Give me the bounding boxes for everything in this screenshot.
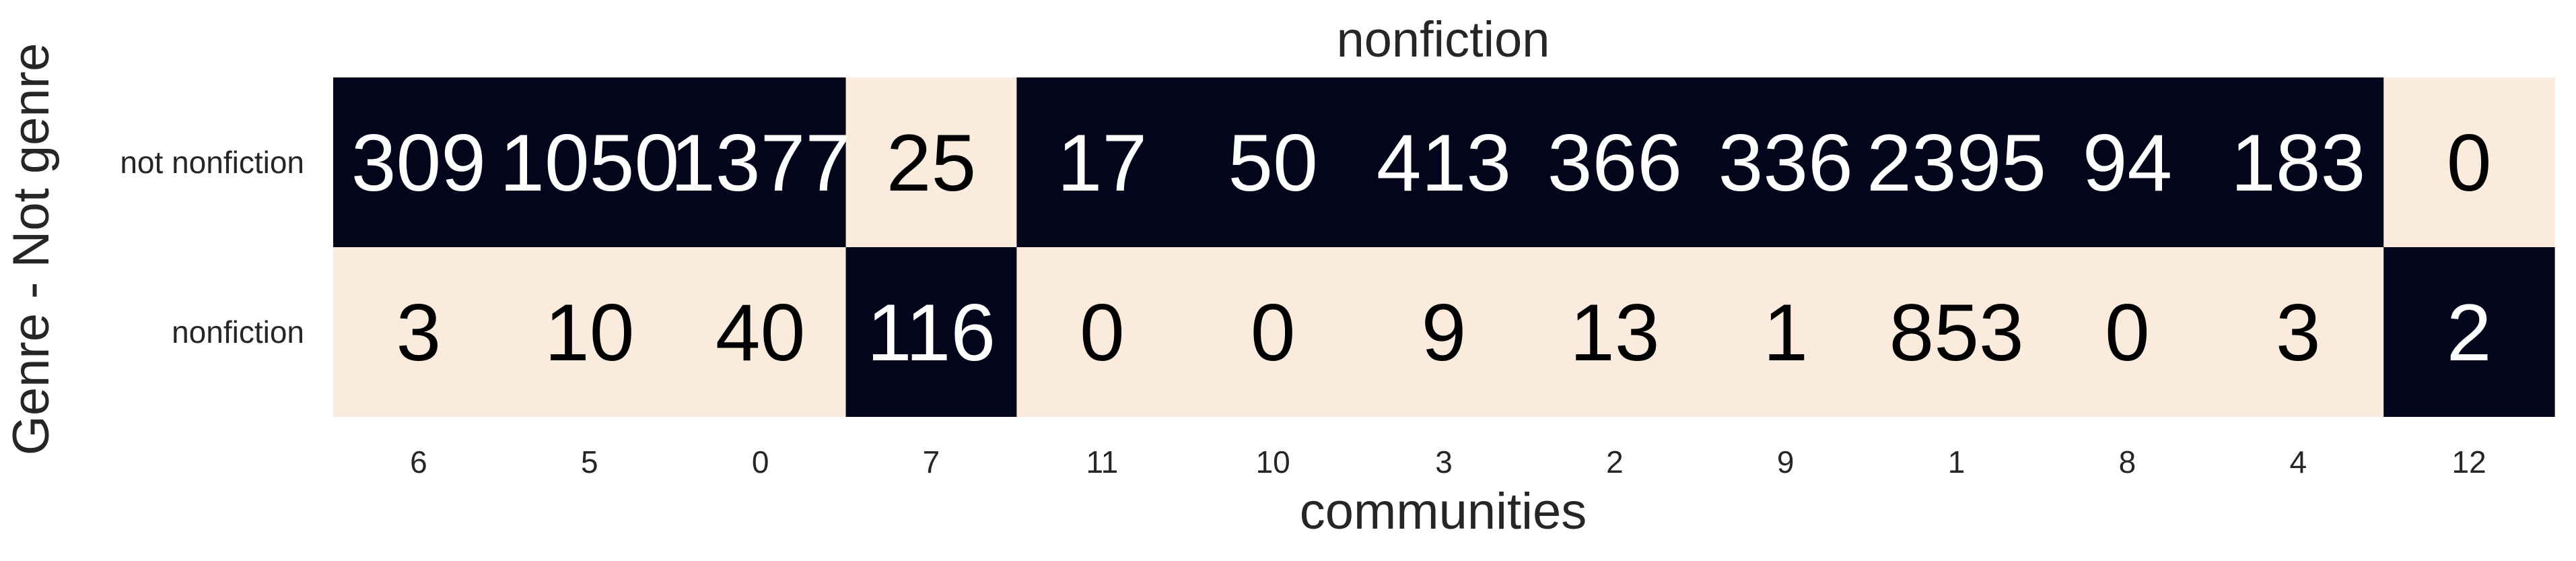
heatmap-cell [1358,77,1530,247]
y-tick-label: nonfiction [172,315,304,350]
heatmap-cell [845,247,1017,417]
x-tick-label: 5 [581,444,598,480]
heatmap-cell [1700,247,1872,417]
cell-value-label: 116 [867,288,996,378]
heatmap-cell [1016,77,1188,247]
y-tick-label: not nonfiction [120,145,304,180]
x-tick-label: 0 [752,444,769,480]
heatmap-cell [845,77,1017,247]
cell-value-label: 3 [396,288,442,378]
y-axis-label: Genre - Not genre [3,43,60,456]
x-axis-ticks: 6 5 0 7 11 10 3 2 9 1 8 4 12 [410,444,2486,480]
heatmap-cell [503,77,676,247]
heatmap-cell [1871,77,2043,247]
cell-value-label: 0 [2447,118,2492,208]
heatmap-cell [503,247,676,417]
heatmap-cell [674,247,847,417]
x-axis-label: communities [1300,483,1587,540]
x-tick-label: 9 [1777,444,1795,480]
x-tick-label: 12 [2452,444,2486,480]
cell-value-label: 0 [1251,288,1296,378]
cell-value-label: 13 [1570,288,1659,378]
cell-value-label: 2395 [1867,118,2046,208]
cell-value-label: 3 [2276,288,2321,378]
cell-value-label: 10 [545,288,634,378]
x-tick-label: 10 [1256,444,1290,480]
cell-value-label: 0 [2105,288,2150,378]
x-tick-label: 7 [923,444,940,480]
cell-value-label: 1050 [499,118,679,208]
heatmap-cell [2042,77,2213,247]
heatmap-cell [2383,247,2555,417]
cell-value-label: 309 [351,118,486,208]
heatmap-cell [333,77,505,247]
heatmap-cell [1700,77,1872,247]
y-axis-ticks: not nonfiction nonfiction [120,145,304,350]
cell-value-label: 336 [1718,118,1853,208]
heatmap-cell [1529,247,1701,417]
heatmap-cell [1187,77,1359,247]
cell-value-label: 40 [716,288,805,378]
cell-value-label: 1 [1763,288,1808,378]
x-tick-label: 3 [1435,444,1453,480]
heatmap-cells [333,77,2555,417]
x-tick-label: 8 [2119,444,2136,480]
cell-value-label: 366 [1547,118,1682,208]
heatmap-cell [2042,247,2213,417]
heatmap-cell [1529,77,1701,247]
cell-value-label: 1377 [670,118,850,208]
heatmap-cell-labels: 3093105010137740251161705004139366133361… [351,118,2492,378]
heatmap-cell [1187,247,1359,417]
x-tick-label: 6 [410,444,427,480]
heatmap-cell [1358,247,1530,417]
chart-title: nonfiction [1337,11,1550,67]
cell-value-label: 17 [1057,118,1147,208]
cell-value-label: 94 [2083,118,2172,208]
x-tick-label: 1 [1948,444,1965,480]
heatmap-cell [2383,77,2555,247]
heatmap-cell [1871,247,2043,417]
heatmap-cell [674,77,847,247]
cell-value-label: 2 [2447,288,2492,378]
heatmap-cell [2213,247,2384,417]
heatmap-cell [1016,247,1188,417]
cell-value-label: 853 [1889,288,2023,378]
cell-value-label: 0 [1080,288,1125,378]
cell-value-label: 25 [886,118,976,208]
cell-value-label: 183 [2231,118,2365,208]
x-tick-label: 11 [1086,444,1118,480]
x-tick-label: 2 [1606,444,1624,480]
cell-value-label: 50 [1228,118,1317,208]
heatmap-cell [2213,77,2384,247]
x-tick-label: 4 [2289,444,2307,480]
heatmap-cell [333,247,505,417]
cell-value-label: 9 [1422,288,1467,378]
cell-value-label: 413 [1377,118,1511,208]
